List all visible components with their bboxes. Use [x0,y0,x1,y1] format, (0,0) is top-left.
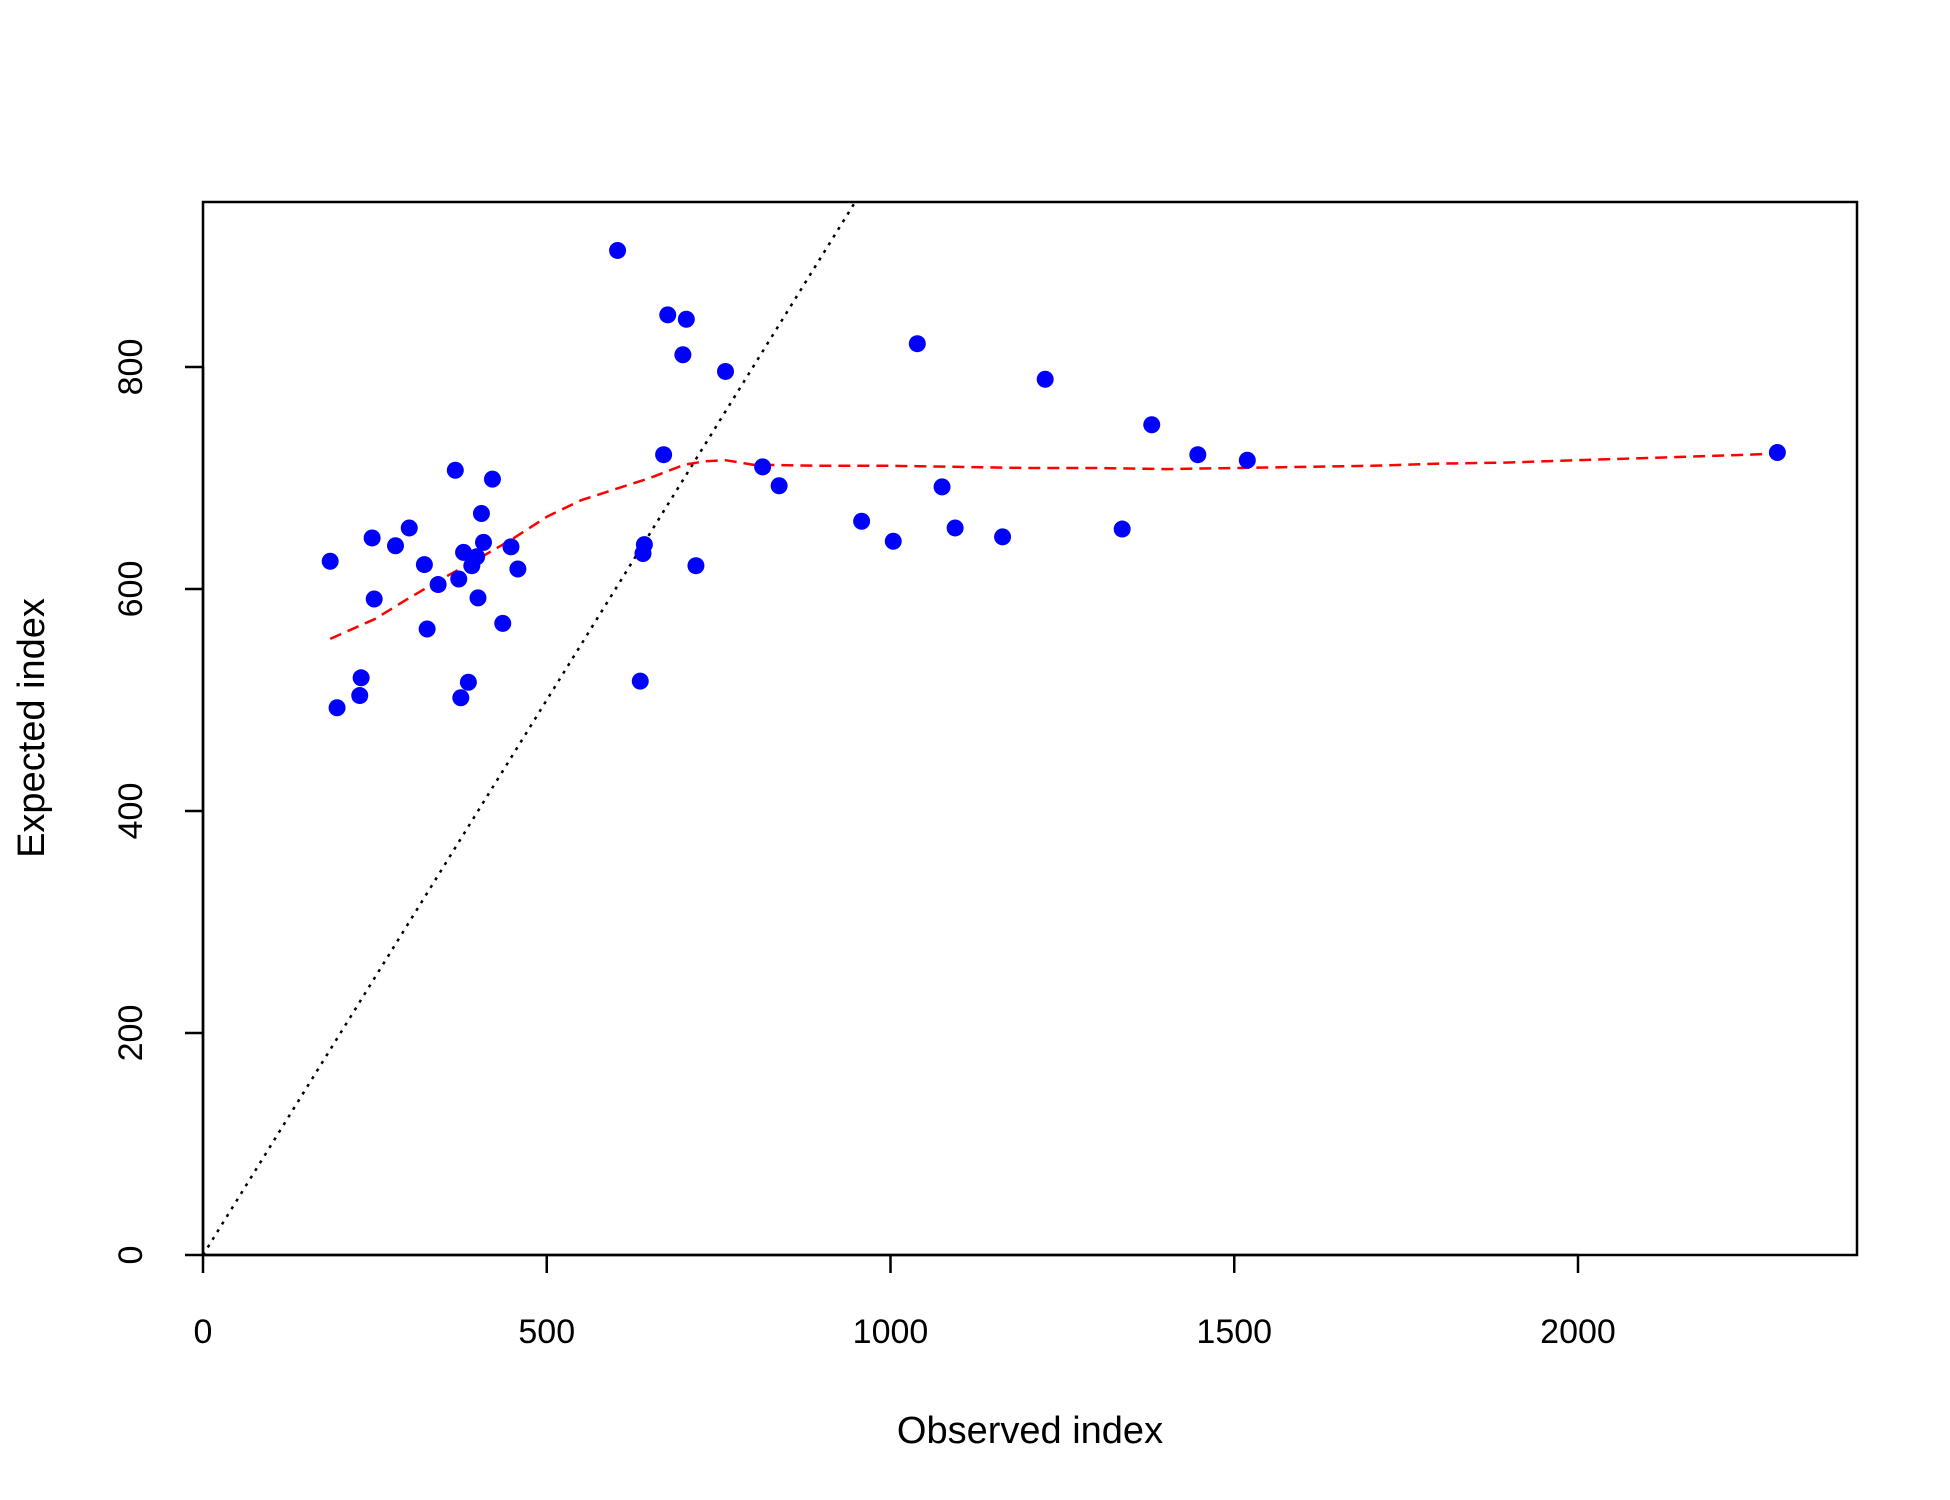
y-tick-label: 800 [112,339,150,396]
data-point [1189,446,1207,464]
data-point [1143,416,1161,434]
data-point [446,461,464,479]
data-point [483,470,501,488]
data-point [468,548,486,566]
data-point [328,699,346,717]
data-point [452,689,470,707]
y-tick-label: 200 [112,1005,150,1062]
x-tick-label: 0 [194,1313,213,1351]
data-point [365,590,383,608]
data-point [494,614,512,632]
data-point [418,620,436,638]
x-tick-label: 500 [518,1313,575,1351]
data-point [717,362,734,380]
data-point [946,519,964,537]
data-point [387,537,404,555]
smooth-line [329,452,1778,641]
reference-line [203,202,857,1255]
data-point [475,533,492,551]
data-point [450,570,468,588]
y-tick-label: 600 [112,561,150,618]
data-point [400,519,418,537]
data-point [502,538,520,556]
x-tick-label: 2000 [1540,1313,1616,1351]
data-point [352,669,370,687]
data-point [1238,451,1256,469]
data-point [754,458,772,476]
data-point [609,241,627,259]
x-tick-label: 1000 [853,1313,929,1351]
x-axis: 0 500 1000 1500 2000 [194,1253,1616,1351]
x-tick-label: 1500 [1196,1313,1272,1351]
data-point [884,532,902,550]
data-point [469,589,487,607]
data-point [687,557,705,575]
data-point [429,576,447,594]
data-point [933,478,951,496]
y-tick-label: 0 [112,1246,150,1265]
reference-line-layer [203,202,857,1255]
data-point [351,687,369,705]
data-point [994,528,1012,546]
data-point [655,446,673,464]
data-point [459,673,477,691]
data-point [770,477,788,495]
y-axis-title: Expected index [11,598,53,858]
data-point [415,556,433,574]
data-point [509,560,527,578]
data-point [472,505,490,523]
data-point [659,306,677,324]
data-point [1113,520,1131,538]
data-point [853,512,871,530]
data-point [631,672,649,690]
data-point [455,543,473,561]
data-point [677,310,695,328]
smooth-line-layer [329,452,1778,641]
points-layer [321,241,1786,717]
data-point [1768,443,1786,461]
data-point [321,552,339,570]
plot-frame [201,200,1859,1257]
y-tick-label: 400 [112,783,150,840]
data-point [363,529,381,547]
x-axis-title: Observed index [897,1410,1163,1452]
data-point [908,335,926,353]
data-point [674,346,692,364]
y-axis: 0 200 400 600 800 [112,339,205,1265]
data-point [635,536,653,554]
data-point [1036,370,1054,388]
